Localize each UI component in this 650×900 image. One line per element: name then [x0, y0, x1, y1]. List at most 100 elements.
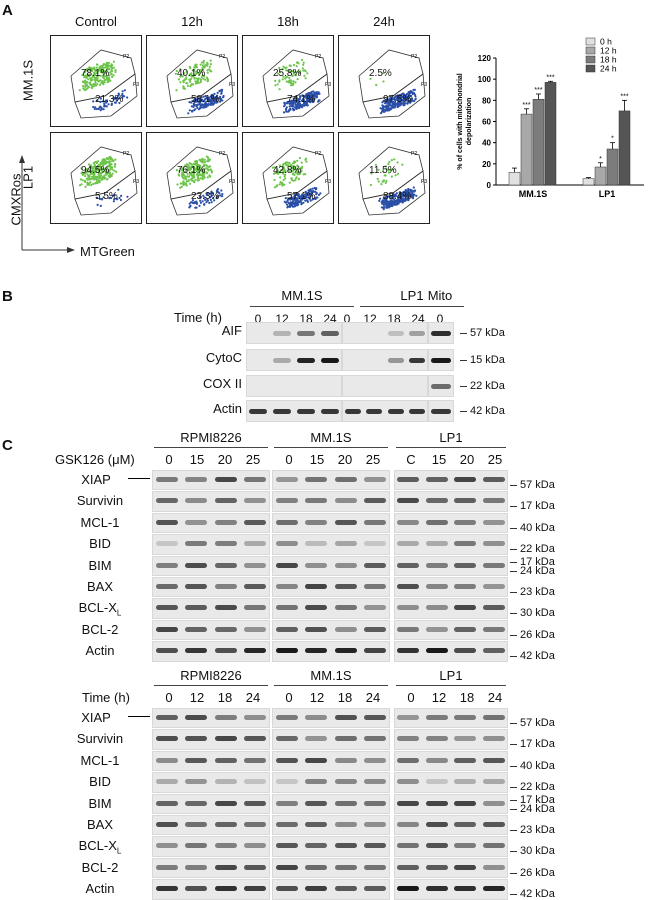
- dose-label: 15: [189, 452, 205, 467]
- green-event-dot: [96, 83, 99, 86]
- flow-plot-mm1s-control: P2 P3 78.1% 21.3%: [50, 35, 142, 127]
- green-event-dot: [101, 170, 104, 173]
- cell-line-underline: [396, 447, 506, 448]
- blue-event-dot: [209, 103, 212, 106]
- green-event-dot: [187, 180, 190, 183]
- legend-swatch-0: [585, 37, 596, 46]
- blue-event-dot: [97, 107, 100, 111]
- kda-label: 30 kDa: [520, 845, 555, 858]
- green-event-dot: [201, 173, 204, 176]
- band-lane-2: [334, 736, 357, 742]
- green-event-dot: [206, 69, 209, 72]
- band-mm1s-lane-1: [272, 358, 292, 363]
- band-lane-0: [155, 822, 178, 827]
- green-event-dot: [186, 172, 189, 175]
- green-event-dot: [205, 164, 208, 167]
- band-lane-0: [155, 626, 178, 632]
- green-event-dot: [210, 170, 213, 173]
- blue-event-dot: [414, 95, 417, 98]
- blue-event-dot: [200, 103, 203, 106]
- green-event-dot: [92, 162, 95, 165]
- blue-event-dot: [215, 97, 218, 100]
- band-lane-2: [334, 626, 357, 632]
- band-lane-2: [334, 498, 357, 504]
- green-event-dot: [191, 165, 194, 168]
- blue-event-dot: [221, 195, 224, 198]
- green-event-dot: [90, 169, 93, 173]
- blue-event-dot: [219, 194, 222, 197]
- blue-event-dot: [107, 103, 110, 106]
- band-lane-2: [454, 648, 477, 654]
- blue-event-dot: [389, 108, 392, 111]
- band-lane-0: [397, 648, 420, 654]
- band-lane-3: [364, 886, 387, 892]
- blue-event-dot: [288, 108, 291, 111]
- band-lane-3: [244, 605, 267, 611]
- blue-event-dot: [93, 107, 96, 111]
- green-event-dot: [209, 168, 212, 171]
- blue-event-dot: [212, 98, 215, 101]
- protein-label-xiap: XIAP: [81, 710, 111, 725]
- green-event-dot: [206, 61, 209, 64]
- blue-event-dot: [199, 196, 202, 199]
- green-event-dot: [195, 72, 198, 75]
- green-event-dot: [94, 69, 97, 72]
- green-event-dot: [84, 185, 87, 188]
- blue-event-dot: [414, 97, 417, 100]
- protein-label-bax: BAX: [86, 817, 113, 832]
- band-lane-0: [397, 715, 420, 720]
- bar-lp1-3: [618, 110, 631, 186]
- green-event-dot: [95, 180, 98, 183]
- green-event-dot: [202, 77, 205, 80]
- band-lane-3: [364, 736, 387, 742]
- green-event-dot: [200, 76, 203, 79]
- green-event-dot: [112, 66, 115, 69]
- green-event-dot: [199, 177, 202, 180]
- blue-event-dot: [305, 104, 308, 107]
- blue-event-dot: [213, 92, 216, 95]
- blue-event-dot: [293, 108, 296, 111]
- green-event-dot: [104, 75, 108, 78]
- blue-event-dot: [190, 105, 193, 108]
- dose-label: 18: [217, 690, 233, 705]
- green-event-dot: [92, 170, 95, 173]
- band-lane-1: [425, 562, 448, 568]
- y-tick-label: 60: [482, 118, 491, 127]
- band-lane-1: [425, 519, 448, 525]
- percent-lower: 23.3%: [191, 191, 220, 202]
- green-event-dot: [200, 158, 203, 161]
- green-event-dot: [190, 73, 193, 76]
- green-event-dot: [91, 67, 94, 70]
- green-event-dot: [278, 80, 281, 83]
- band-lane-3: [364, 843, 387, 849]
- band-lane-1: [425, 584, 448, 589]
- green-event-dot: [106, 172, 109, 175]
- band-lane-2: [334, 477, 357, 482]
- green-event-dot: [281, 78, 284, 81]
- xiap-arrow: [128, 478, 150, 479]
- blue-event-dot: [303, 95, 306, 98]
- band-lane-0: [155, 648, 178, 654]
- blue-event-dot: [402, 92, 405, 95]
- blue-event-dot: [205, 201, 208, 204]
- green-event-dot: [186, 166, 189, 169]
- gate-label: P2: [411, 54, 417, 60]
- blue-event-dot: [105, 101, 108, 104]
- green-event-dot: [288, 181, 291, 184]
- blue-event-dot: [310, 90, 313, 94]
- blue-event-dot: [192, 102, 195, 105]
- blue-event-dot: [102, 100, 105, 103]
- green-event-dot: [205, 155, 208, 158]
- blue-event-dot: [216, 189, 219, 192]
- green-event-dot: [191, 83, 195, 86]
- blue-event-dot: [205, 96, 209, 99]
- green-event-dot: [85, 81, 88, 84]
- band-lane-0: [275, 477, 298, 482]
- blue-event-dot: [192, 99, 195, 103]
- blue-event-dot: [191, 199, 195, 202]
- band-lane-0: [397, 519, 420, 525]
- band-lane-3: [482, 715, 505, 720]
- percent-upper: 2.5%: [369, 68, 392, 79]
- bar-mm1s-3: [544, 82, 557, 186]
- kda-tick: [510, 506, 517, 508]
